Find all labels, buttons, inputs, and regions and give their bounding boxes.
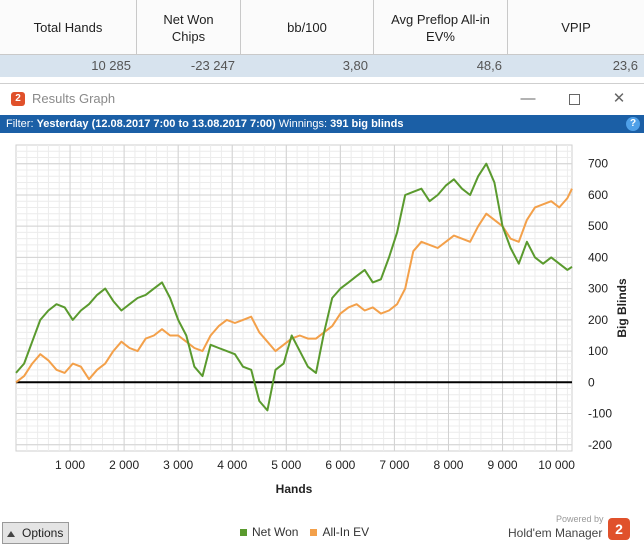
x-tick-label: 10 000 [538, 458, 575, 472]
header-vpip[interactable]: VPIP [508, 0, 644, 55]
minimize-icon[interactable]: — [520, 90, 536, 107]
plot-area [15, 144, 573, 452]
winnings-label: Winnings: [278, 118, 328, 130]
legend-label: Net Won [252, 525, 299, 539]
y-tick-label: -100 [588, 407, 612, 421]
window-title: Results Graph [32, 91, 116, 106]
x-tick-label: 3 000 [163, 458, 193, 472]
y-tick-label: 300 [588, 282, 608, 296]
y-tick-label: 400 [588, 250, 608, 264]
y-tick-label: 200 [588, 313, 608, 327]
value-vpip: 23,6 [612, 58, 638, 73]
x-axis-label: Hands [276, 482, 313, 496]
legend-item-allin-ev: All-In EV [310, 525, 369, 539]
x-tick-label: 1 000 [55, 458, 85, 472]
y-tick-label: -200 [588, 438, 612, 452]
series-line-net-won [15, 162, 573, 412]
bottom-bar: Options Net Won All-In EV Powered by Hol… [0, 504, 644, 546]
title-bar[interactable]: 2 Results Graph — ✕ [0, 84, 644, 114]
chart-legend: Net Won All-In EV [240, 525, 369, 539]
header-label: Total Hands [33, 20, 103, 35]
y-tick-label: 0 [588, 375, 595, 389]
y-tick-label: 700 [588, 157, 608, 171]
y-axis-label: Big Blinds [615, 278, 629, 338]
legend-label: All-In EV [322, 525, 370, 539]
y-tick-label: 500 [588, 219, 608, 233]
header-net-won-chips[interactable]: Net Won Chips [137, 0, 241, 55]
filter-prefix: Filter: [6, 118, 34, 130]
help-icon[interactable]: ? [626, 117, 640, 131]
maximize-icon[interactable] [562, 88, 586, 110]
series-line-all-in-ev [15, 188, 573, 384]
header-label: VPIP [561, 20, 591, 35]
x-tick-label: 7 000 [379, 458, 409, 472]
filter-bar: Filter: Yesterday (12.08.2017 7:00 to 13… [0, 115, 644, 133]
header-label: Avg Preflop All-in EV% [391, 11, 490, 44]
stats-header-row: Total Hands Net Won Chips bb/100 Avg Pre… [0, 0, 644, 55]
header-bb-100[interactable]: bb/100 [241, 0, 374, 55]
close-icon[interactable]: ✕ [612, 90, 626, 107]
winnings-value: 391 big blinds [330, 118, 404, 130]
legend-swatch [240, 529, 247, 537]
brand-logo-icon: 2 [608, 518, 630, 540]
value-bb-100: 3,80 [342, 58, 368, 73]
x-tick-label: 8 000 [433, 458, 463, 472]
legend-item-net-won: Net Won [240, 525, 298, 539]
options-label: Options [22, 526, 64, 540]
options-button[interactable]: Options [2, 522, 69, 544]
y-tick-label: 100 [588, 344, 608, 358]
x-tick-label: 6 000 [325, 458, 355, 472]
stats-table: Total Hands Net Won Chips bb/100 Avg Pre… [0, 0, 644, 78]
header-label: Net Won Chips [163, 11, 214, 44]
legend-swatch [310, 529, 318, 537]
brand-name: Hold'em Manager [508, 526, 603, 540]
value-avg-preflop-allin-ev: 48,6 [476, 58, 502, 73]
x-tick-label: 5 000 [271, 458, 301, 472]
header-total-hands[interactable]: Total Hands [0, 0, 137, 55]
stats-value-row[interactable]: 10 285 -23 247 3,80 48,6 23,6 [0, 55, 644, 77]
powered-by: Powered by [556, 514, 604, 524]
header-label: bb/100 [287, 20, 327, 35]
header-avg-preflop-allin-ev[interactable]: Avg Preflop All-in EV% [374, 0, 508, 55]
x-tick-label: 2 000 [109, 458, 139, 472]
x-tick-label: 4 000 [217, 458, 247, 472]
results-chart: 1 000 2 000 3 000 4 000 5 000 6 000 7 000 8 000… [0, 133, 644, 503]
results-graph-window: 2 Results Graph — ✕ Filter: Yesterday (1… [0, 83, 644, 545]
x-tick-label: 9 000 [488, 458, 518, 472]
caret-up-icon [7, 530, 15, 537]
value-net-won-chips: -23 247 [190, 58, 235, 73]
filter-period: Yesterday (12.08.2017 7:00 to 13.08.2017… [36, 118, 276, 130]
y-tick-label: 600 [588, 188, 608, 202]
results-chart-svg: 1 000 2 000 3 000 4 000 5 000 6 000 7 000 8 000… [15, 144, 629, 496]
app-logo-icon: 2 [11, 92, 25, 106]
value-total-hands: 10 285 [91, 58, 131, 73]
